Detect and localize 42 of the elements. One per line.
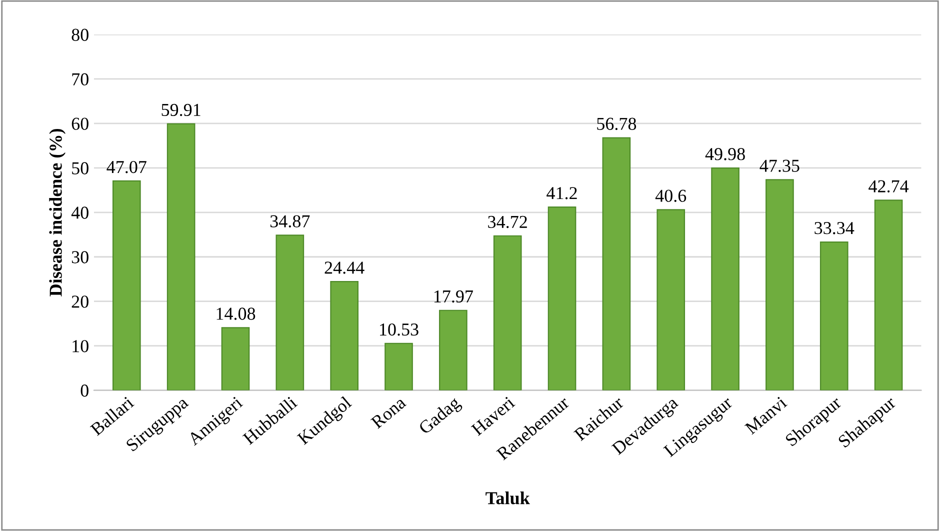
bar [493,235,522,390]
y-tick-label: 30 [72,251,88,264]
data-label: 41.2 [546,187,577,200]
data-label: 56.78 [597,118,636,130]
y-tick-label: 60 [72,118,88,130]
data-label: 47.35 [760,160,800,172]
bar [766,179,794,390]
y-tick-label: 80 [72,28,88,41]
data-label: 40.6 [655,190,686,202]
bar [330,281,358,390]
bar [112,180,141,390]
y-tick-label: 0 [80,384,88,397]
bar [384,342,413,390]
bar [602,137,631,390]
data-label: 47.07 [106,160,146,174]
bar [820,241,848,390]
data-label: 59.91 [162,104,200,116]
bar [656,209,686,390]
bar [166,123,196,390]
bar [548,206,576,390]
x-tick-label: Rona [370,396,407,430]
data-label: 49.98 [705,148,745,160]
data-label: 42.74 [868,180,909,192]
bar [221,327,250,390]
y-tick-label: 70 [72,73,88,86]
bar [874,200,903,390]
x-axis-title: Taluk [486,492,530,504]
bar [711,167,740,390]
data-label: 33.34 [814,222,854,234]
data-label: 14.08 [216,308,256,320]
bar [439,310,468,390]
bar [276,234,304,390]
y-tick-label: 10 [72,340,88,352]
y-tick-label: 50 [72,162,88,174]
data-label: 34.87 [270,215,310,228]
y-tick-label: 40 [71,206,88,219]
y-tick-label: 20 [72,296,88,308]
data-label: 17.97 [434,290,473,303]
data-label: 10.53 [380,323,418,336]
data-label: 24.44 [324,262,364,274]
y-axis-title: Disease incidence (%) [49,128,66,296]
data-label: 34.72 [488,216,527,228]
